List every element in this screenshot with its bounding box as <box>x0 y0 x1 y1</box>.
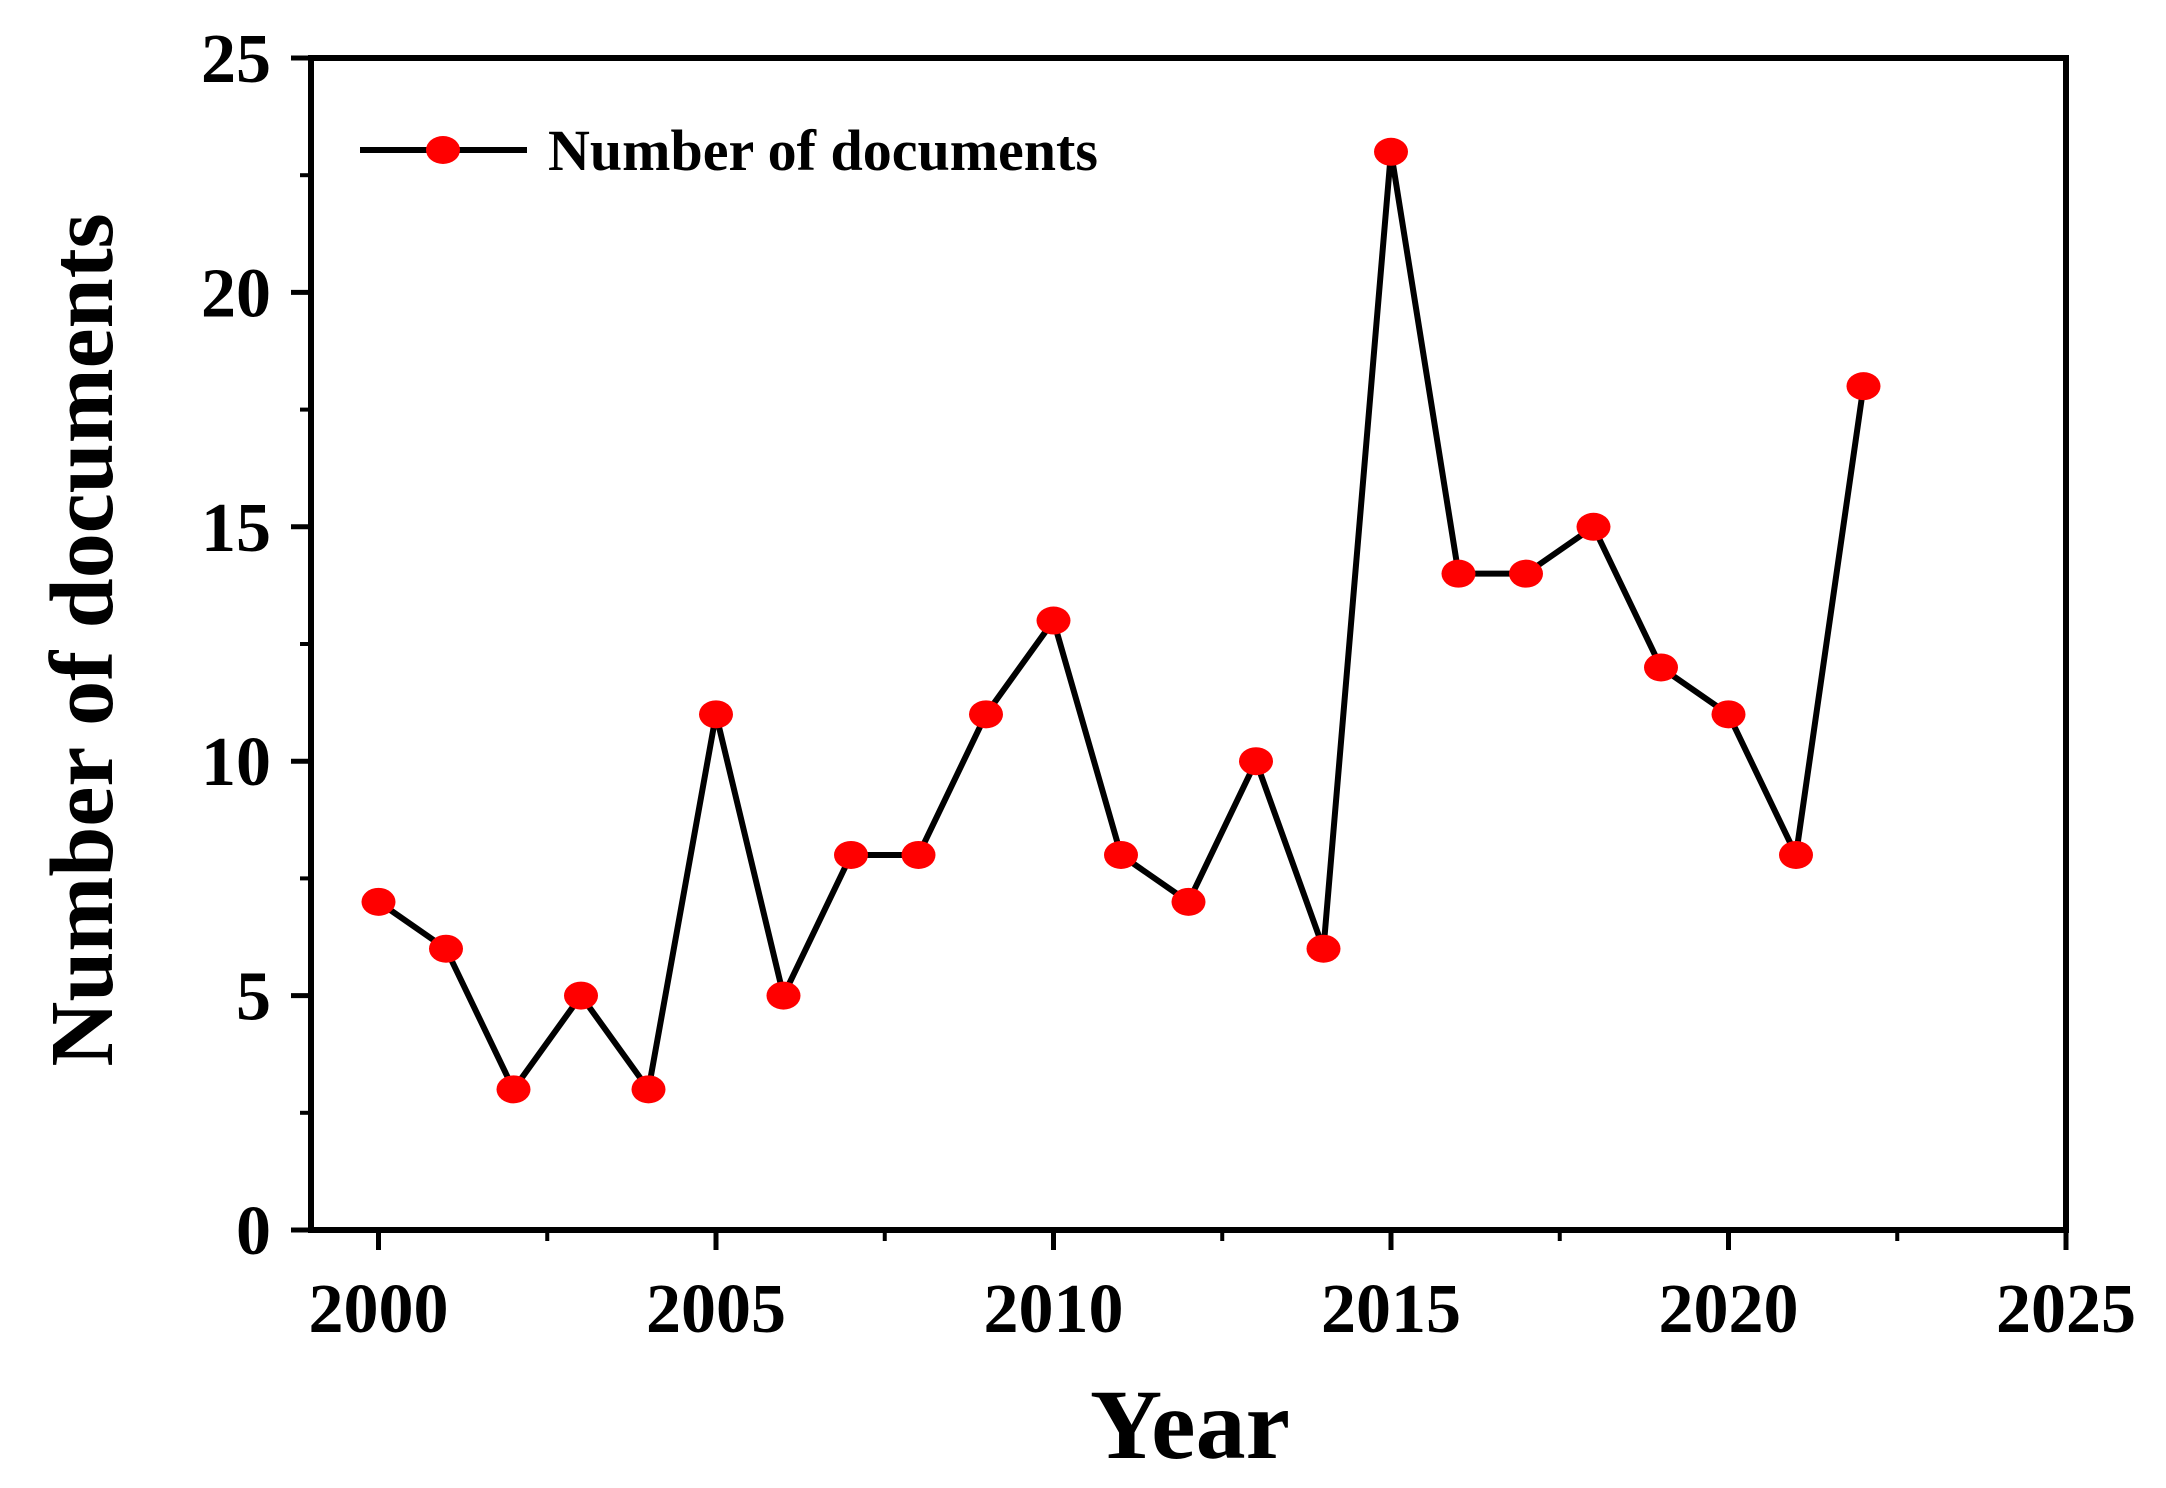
x-tick-label: 2000 <box>309 1271 449 1348</box>
y-tick-label: 0 <box>236 1193 271 1270</box>
y-axis: 0 5 10 15 20 25 <box>201 21 311 1270</box>
data-point-2008 <box>901 840 936 869</box>
y-tick-label: 20 <box>201 255 271 332</box>
data-point-2009 <box>969 700 1003 729</box>
legend-marker <box>426 136 460 164</box>
data-point-2000 <box>361 887 396 916</box>
x-tick-label: 2015 <box>1321 1271 1461 1348</box>
x-axis: 2000 2005 2010 2015 2020 2025 <box>309 1230 2136 1348</box>
data-point-2016 <box>1441 559 1476 588</box>
data-point-2010 <box>1036 606 1071 635</box>
x-axis-title: Year <box>1090 1369 1290 1480</box>
legend-label: Number of documents <box>548 118 1098 183</box>
y-tick-label: 5 <box>236 959 271 1036</box>
legend: Number of documents <box>360 118 1098 183</box>
data-point-2015 <box>1374 137 1408 166</box>
y-tick-label: 25 <box>201 21 271 98</box>
data-point-2004 <box>631 1075 666 1104</box>
y-axis-title: Number of documents <box>33 213 132 1066</box>
x-tick-label: 2010 <box>984 1271 1124 1348</box>
data-point-2021 <box>1779 840 1813 869</box>
plot-frame <box>308 55 2069 1233</box>
plot-border <box>308 55 2069 1233</box>
x-tick-label: 2020 <box>1659 1271 1799 1348</box>
data-point-2002 <box>496 1075 531 1104</box>
data-point-2005 <box>699 700 733 729</box>
data-point-2003 <box>564 981 598 1010</box>
x-tick-label: 2005 <box>646 1271 786 1348</box>
data-point-2012 <box>1171 887 1206 916</box>
data-point-2013 <box>1239 747 1273 776</box>
data-point-2011 <box>1104 840 1138 869</box>
data-point-2020 <box>1711 700 1746 729</box>
data-point-2017 <box>1509 559 1543 588</box>
y-tick-label: 15 <box>201 490 271 567</box>
data-point-2022 <box>1846 372 1881 401</box>
data-point-2006 <box>766 981 801 1010</box>
data-point-2014 <box>1306 934 1341 963</box>
data-point-2019 <box>1644 653 1678 682</box>
data-point-2018 <box>1576 512 1611 541</box>
data-point-2001 <box>429 934 463 963</box>
series-line <box>376 151 1867 1097</box>
series-layer <box>361 137 1881 1104</box>
y-tick-label: 10 <box>201 724 271 801</box>
data-point-2007 <box>834 840 868 869</box>
x-tick-label: 2025 <box>1996 1271 2136 1348</box>
